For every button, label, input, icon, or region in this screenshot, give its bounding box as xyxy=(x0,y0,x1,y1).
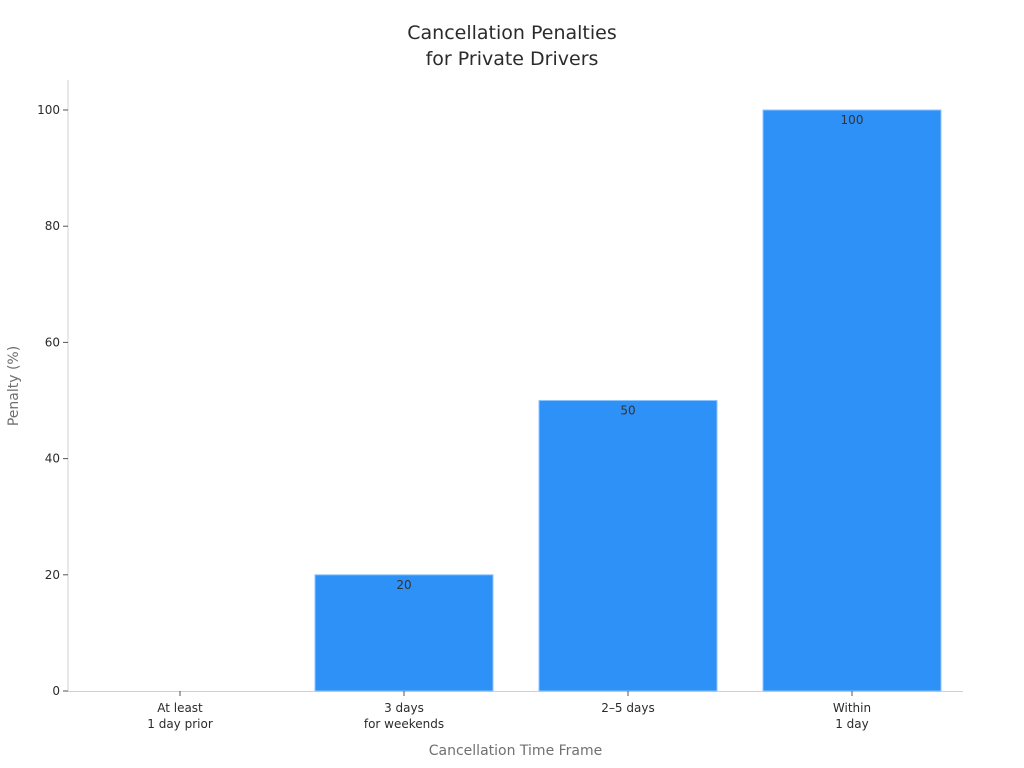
bar-value-label: 100 xyxy=(841,113,864,127)
y-tick-label: 60 xyxy=(45,335,60,349)
y-tick-label: 100 xyxy=(37,103,60,117)
x-tick-label: for weekends xyxy=(364,717,444,731)
y-tick-label: 0 xyxy=(52,684,60,698)
chart-title-line-1: Cancellation Penalties xyxy=(407,22,617,44)
y-tick-label: 40 xyxy=(45,452,60,466)
chart-title: Cancellation Penalties for Private Drive… xyxy=(0,20,1024,72)
bar xyxy=(762,109,942,692)
x-tick-label: 1 day prior xyxy=(147,717,213,731)
y-tick-label: 80 xyxy=(45,219,60,233)
chart-title-line-2: for Private Drivers xyxy=(425,48,599,70)
x-tick-label: Within xyxy=(833,701,871,715)
x-tick-label: At least xyxy=(157,701,203,715)
x-tick-label: 1 day xyxy=(835,717,869,731)
bar-value-label: 50 xyxy=(620,404,635,418)
bar xyxy=(538,400,718,692)
bar-value-label: 20 xyxy=(396,578,411,592)
x-tick-label: 3 days xyxy=(384,701,424,715)
x-axis-title: Cancellation Time Frame xyxy=(429,743,603,759)
bar xyxy=(314,574,494,692)
y-axis-title: Penalty (%) xyxy=(6,346,22,426)
y-tick-label: 20 xyxy=(45,568,60,582)
x-tick-label: 2–5 days xyxy=(601,701,654,715)
